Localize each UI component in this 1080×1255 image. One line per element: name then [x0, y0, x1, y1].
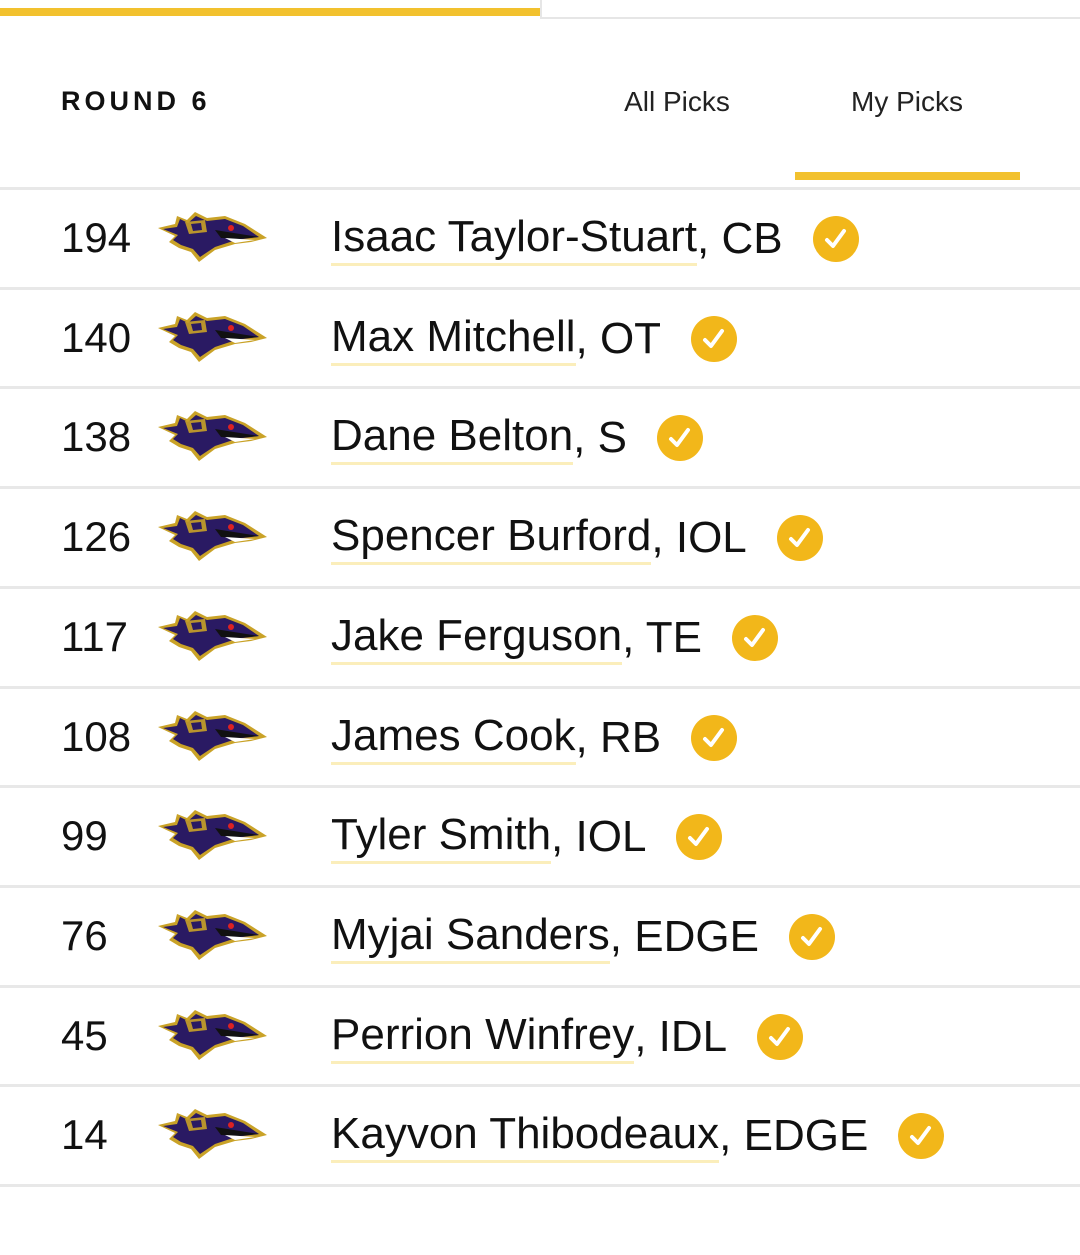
pick-row[interactable]: 76 Myjai Sanders, EDGE [0, 884, 1080, 986]
pick-row[interactable]: 126 Spencer Burford, IOL [0, 486, 1080, 587]
pick-number: 45 [61, 1011, 108, 1059]
pick-row[interactable]: 140 Max Mitchell, OT [0, 286, 1080, 388]
player-name[interactable]: Max Mitchell [331, 312, 576, 366]
player: Kayvon Thibodeaux, EDGE [331, 1109, 944, 1164]
player-position: , IOL [551, 812, 647, 862]
divider [0, 1184, 1080, 1187]
pick-row[interactable]: 108 James Cook, RB [0, 685, 1080, 787]
player-position: , TE [622, 612, 702, 662]
pick-row[interactable]: 45 Perrion Winfrey, IDL [0, 984, 1080, 1086]
player-position: , EDGE [609, 911, 759, 961]
team-logo [155, 1006, 270, 1062]
check-icon [777, 515, 823, 561]
player: Max Mitchell, OT [331, 312, 737, 366]
player: Perrion Winfrey, IDL [331, 1010, 803, 1064]
pick-row[interactable]: 138 Dane Belton, S [0, 386, 1080, 487]
round-title: ROUND 6 [61, 86, 211, 116]
pick-number: 126 [61, 513, 132, 561]
progress-bar [0, 8, 540, 16]
divider [540, 0, 542, 19]
check-icon [898, 1113, 944, 1159]
tab[interactable]: All Picks [624, 86, 730, 117]
team-logo [155, 507, 270, 563]
player: Myjai Sanders, EDGE [331, 910, 835, 964]
pick-row[interactable]: 14 Kayvon Thibodeaux, EDGE [0, 1084, 1080, 1185]
pick-row[interactable]: 194 Isaac Taylor-Stuart, CB [0, 187, 1080, 288]
check-icon [757, 1014, 803, 1060]
team-logo [155, 208, 270, 264]
player: Isaac Taylor-Stuart, CB [331, 212, 859, 266]
check-icon [676, 814, 722, 860]
team-logo [155, 407, 270, 463]
team-logo [155, 906, 270, 962]
player: Spencer Burford, IOL [331, 511, 823, 566]
team-logo [155, 607, 270, 663]
pick-number: 99 [61, 812, 108, 860]
pick-number: 76 [61, 911, 108, 959]
player: Dane Belton, S [331, 411, 703, 466]
team-logo [155, 806, 270, 862]
pick-number: 140 [61, 313, 132, 361]
player-position: , RB [575, 712, 662, 762]
pick-row[interactable]: 117 Jake Ferguson, TE [0, 585, 1080, 687]
check-icon [732, 615, 778, 661]
player-name[interactable]: Dane Belton [331, 411, 574, 466]
check-icon [813, 216, 859, 262]
team-logo [155, 707, 270, 763]
player: Jake Ferguson, TE [331, 611, 778, 665]
team-logo [155, 1105, 270, 1161]
pick-number: 138 [61, 413, 132, 461]
active-tab-indicator [795, 172, 1020, 180]
pick-number: 117 [61, 612, 128, 660]
team-logo [155, 308, 270, 364]
player-name[interactable]: Kayvon Thibodeaux [331, 1109, 720, 1164]
check-icon [657, 415, 703, 461]
player-position: , S [573, 413, 627, 463]
player-position: , IOL [651, 513, 747, 563]
player-name[interactable]: Myjai Sanders [331, 910, 610, 964]
tab[interactable]: My Picks [851, 86, 963, 117]
player-name[interactable]: James Cook [331, 711, 576, 765]
pick-row[interactable]: 99 Tyler Smith, IOL [0, 785, 1080, 886]
player-position: , EDGE [719, 1111, 869, 1161]
player-position: , IDL [634, 1011, 728, 1061]
player-position: , CB [697, 214, 783, 263]
player-name[interactable]: Jake Ferguson [331, 611, 623, 665]
pick-number: 108 [61, 712, 132, 760]
player-name[interactable]: Spencer Burford [331, 511, 652, 566]
check-icon [691, 316, 737, 362]
player: James Cook, RB [331, 711, 737, 765]
player-name[interactable]: Perrion Winfrey [331, 1010, 635, 1064]
check-icon [691, 715, 737, 761]
player-name[interactable]: Tyler Smith [331, 810, 552, 865]
player: Tyler Smith, IOL [331, 810, 722, 865]
progress-track [540, 17, 1080, 19]
pick-number: 194 [61, 214, 132, 261]
player-name[interactable]: Isaac Taylor-Stuart [331, 212, 698, 266]
check-icon [789, 914, 835, 960]
pick-number: 14 [61, 1111, 108, 1159]
player-position: , OT [575, 313, 662, 363]
